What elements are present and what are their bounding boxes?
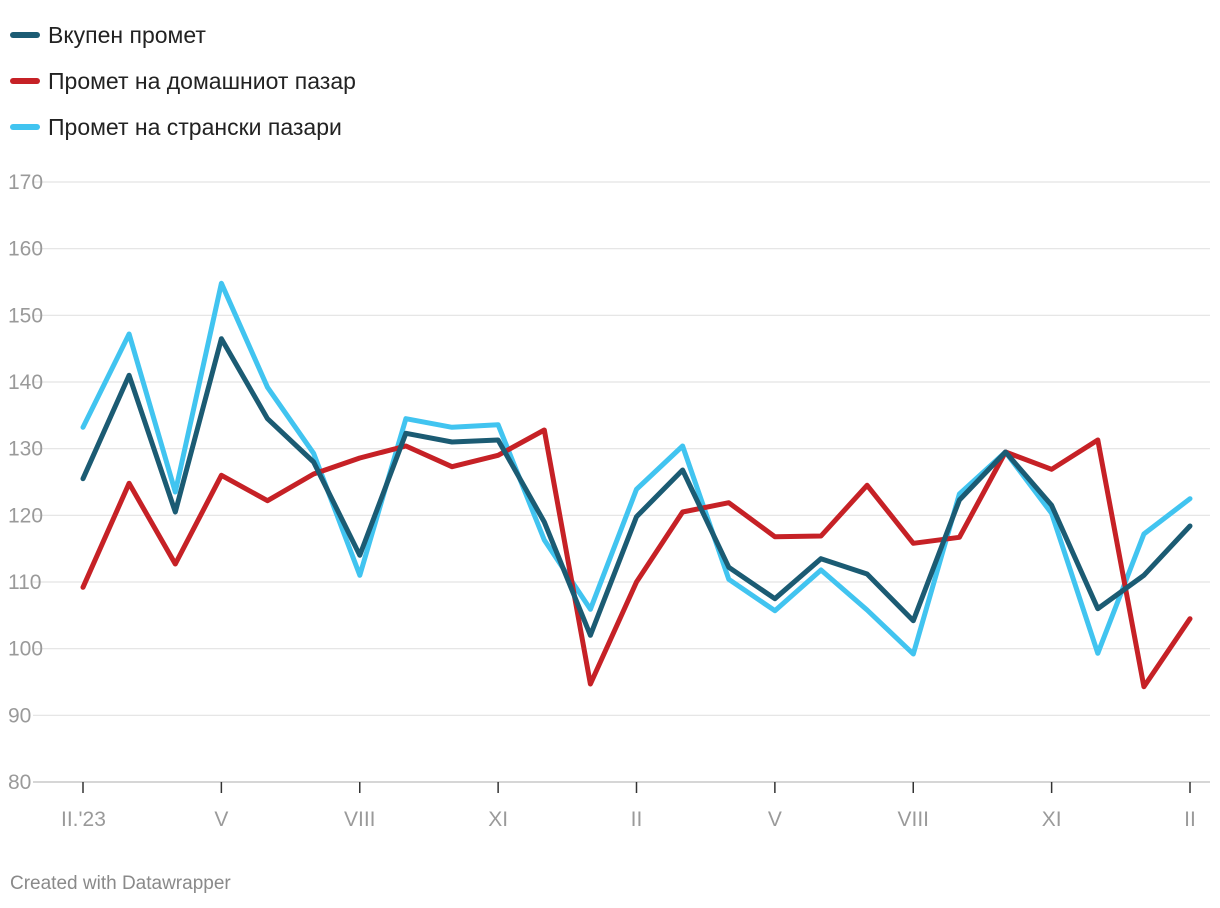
x-tick-label: VIII	[897, 808, 929, 831]
footer-credit: Created with Datawrapper	[10, 873, 231, 894]
x-tick-label: II	[631, 808, 643, 831]
legend-item: Промет на странски пазари	[10, 104, 356, 150]
x-tick-label: II	[1184, 808, 1196, 831]
gridlines	[33, 181, 1210, 783]
y-tick-label: 110	[8, 571, 41, 594]
y-tick-label: 140	[8, 371, 43, 394]
y-axis-ticks: 80 90 100 110 120 130 140 150 160 170	[8, 171, 43, 794]
legend-label: Вкупен промет	[48, 21, 206, 48]
series-lines	[80, 280, 1193, 690]
legend-item: Вкупен промет	[10, 12, 356, 58]
legend-swatch	[10, 32, 40, 38]
x-tick-label: II.'23	[61, 808, 106, 831]
x-tick-label: V	[214, 808, 228, 831]
legend-label: Промет на домашниот пазар	[48, 67, 356, 94]
x-tick-label: XI	[488, 808, 508, 831]
legend-item: Промет на домашниот пазар	[10, 58, 356, 104]
y-tick-label: 120	[8, 504, 43, 527]
y-tick-label: 150	[8, 304, 43, 327]
y-tick-label: 160	[8, 238, 43, 261]
y-tick-label: 90	[8, 704, 31, 727]
x-tick-label: V	[768, 808, 782, 831]
legend-label: Промет на странски пазари	[48, 113, 342, 140]
series-line-2	[80, 280, 1193, 657]
legend-swatch	[10, 78, 40, 84]
y-tick-label: 100	[8, 638, 43, 661]
series-line-0	[80, 336, 1193, 638]
y-tick-label: 130	[8, 438, 43, 461]
x-tick-label: VIII	[344, 808, 376, 831]
y-tick-label: 80	[8, 771, 31, 794]
legend: Вкупен промет Промет на домашниот пазар Пр…	[10, 12, 356, 150]
legend-swatch	[10, 124, 40, 130]
x-axis-ticks: II.'23 V VIII XI II V VIII XI II	[61, 782, 1196, 831]
y-tick-label: 170	[8, 171, 43, 194]
x-tick-label: XI	[1042, 808, 1062, 831]
